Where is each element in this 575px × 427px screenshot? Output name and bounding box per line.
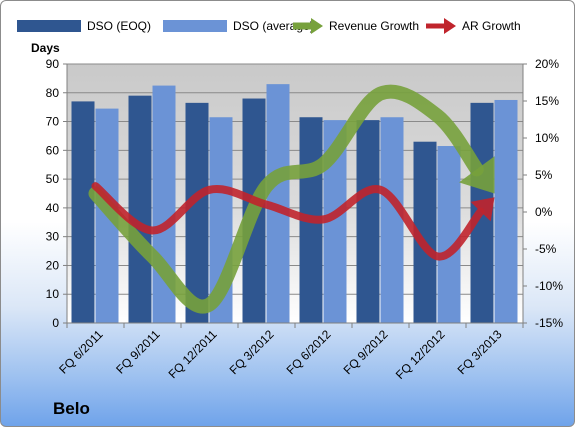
y2-tick-label: 5%	[535, 168, 553, 182]
legend-swatch	[17, 20, 81, 32]
bar-dso-average	[266, 84, 290, 324]
y-axis-title: Days	[31, 41, 60, 55]
company-name: Belo	[53, 399, 90, 418]
growth-lines	[88, 84, 495, 314]
legend-label: AR Growth	[462, 19, 521, 33]
y2-tick-label: 10%	[535, 131, 559, 145]
y2-tick-label: 0%	[535, 205, 553, 219]
y-tick-label: 30	[46, 230, 60, 244]
x-tick-label: FQ 3/2012	[227, 327, 277, 377]
y-tick-label: 20	[46, 258, 60, 272]
y-tick-label: 70	[46, 115, 60, 129]
bar-dso-average	[323, 120, 347, 323]
bar-dso-eoq	[185, 102, 209, 323]
legend: DSO (EOQ) DSO (average) Revenue Growth AR G…	[17, 18, 521, 34]
bar-dso-average	[380, 117, 404, 323]
legend-label: Revenue Growth	[329, 19, 419, 33]
bar-dso-eoq	[71, 101, 95, 324]
revenue-growth-arrowhead	[459, 156, 495, 194]
y-tick-label: 10	[46, 287, 60, 301]
y-tick-label: 50	[46, 172, 60, 186]
bar-dso-eoq	[356, 120, 380, 323]
x-tick-label: FQ 12/2011	[166, 327, 220, 381]
x-tick-label: FQ 6/2012	[284, 327, 334, 377]
y-tick-label: 60	[46, 143, 60, 157]
y-tick-label: 80	[46, 86, 60, 100]
legend-swatch	[163, 20, 227, 32]
bar-dso-average	[494, 99, 518, 323]
ar-growth-line	[91, 182, 485, 261]
x-tick-label: FQ 9/2011	[113, 327, 163, 377]
bars	[71, 84, 518, 324]
y2-tick-label: -10%	[535, 279, 563, 293]
ar-growth-arrowhead	[470, 197, 495, 222]
y-tick-label: 90	[46, 57, 60, 71]
y2-tick-label: -5%	[535, 242, 557, 256]
legend-label: DSO (EOQ)	[87, 19, 151, 33]
x-tick-label: FQ 3/2013	[455, 327, 505, 377]
x-tick-label: FQ 12/2012	[393, 327, 448, 382]
x-tick-label: FQ 6/2011	[56, 327, 106, 377]
bar-dso-average	[437, 146, 461, 323]
bar-dso-eoq	[413, 141, 437, 323]
legend-arrowhead	[311, 18, 323, 34]
x-tick-label: FQ 9/2012	[341, 327, 391, 377]
y-tick-label: 40	[46, 201, 60, 215]
legend-arrowhead	[444, 18, 456, 34]
y2-tick-label: 15%	[535, 94, 559, 108]
y-tick-label: 0	[52, 316, 59, 330]
y2-tick-label: -15%	[535, 316, 563, 330]
y2-tick-label: 20%	[535, 57, 559, 71]
revenue-growth-line	[88, 84, 484, 314]
bar-dso-eoq	[128, 95, 152, 324]
